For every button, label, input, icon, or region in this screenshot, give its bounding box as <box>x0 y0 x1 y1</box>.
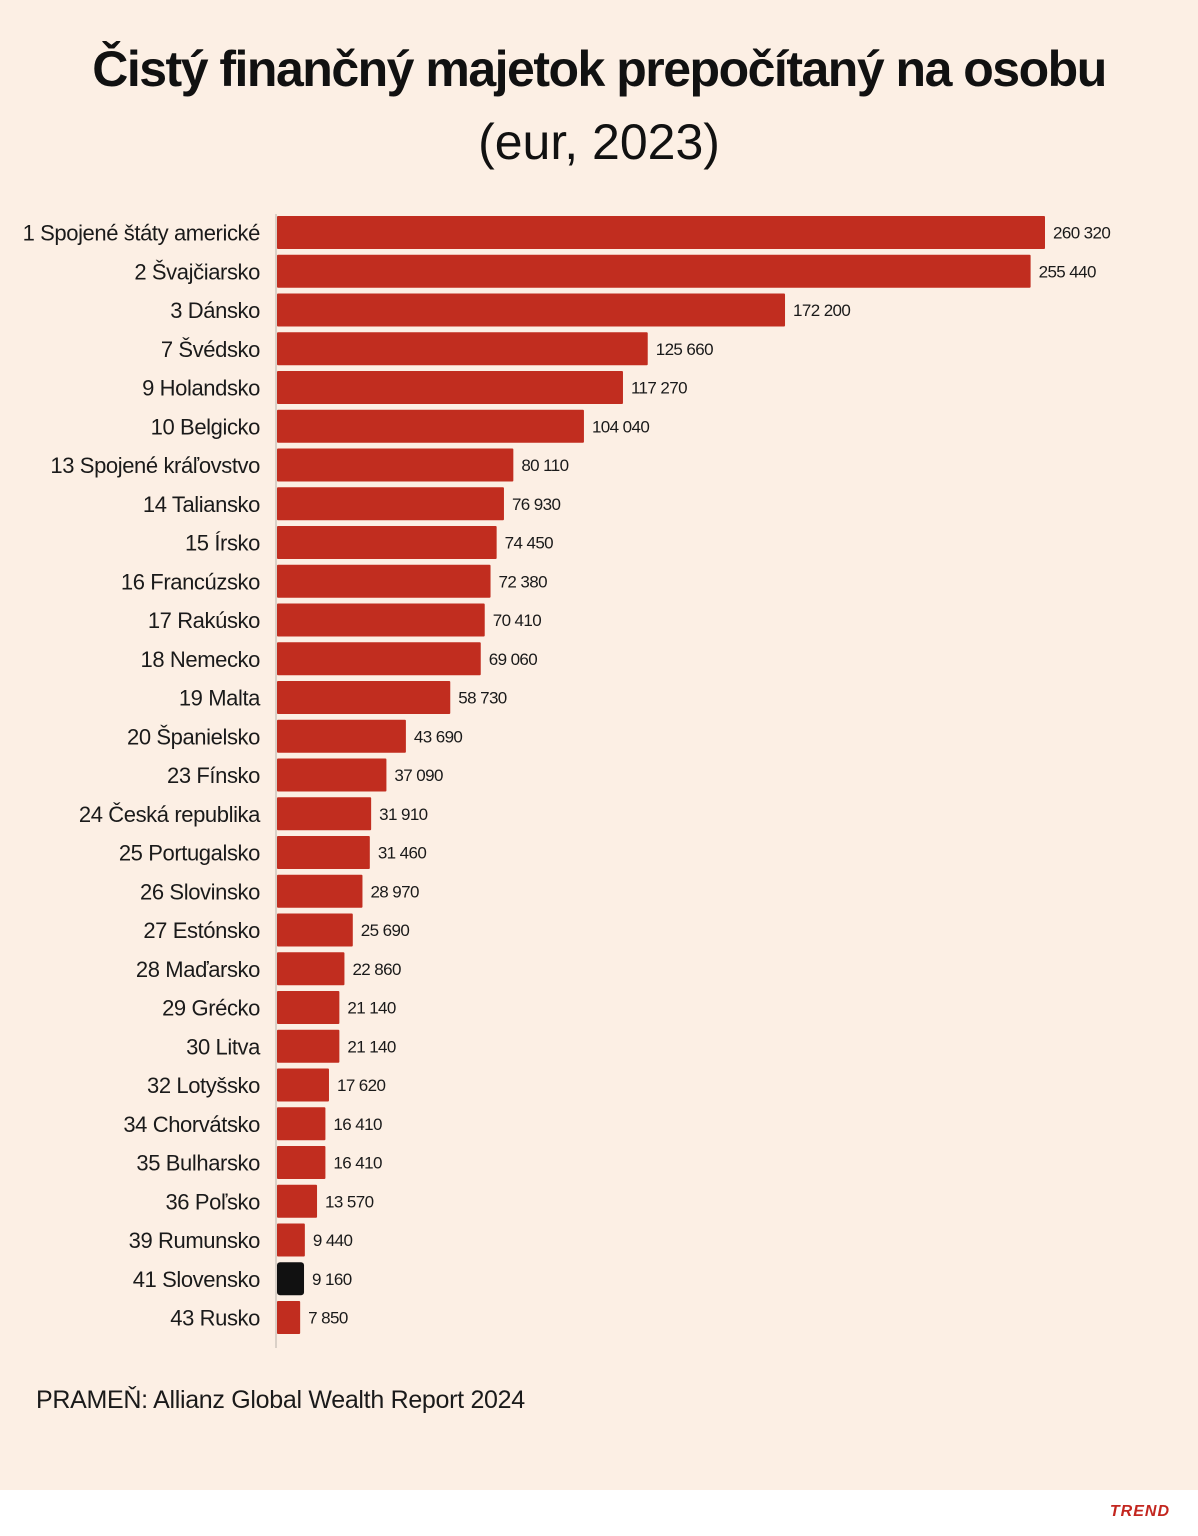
bar <box>277 1262 305 1296</box>
value-label: 58 730 <box>458 689 507 708</box>
bar <box>277 526 497 559</box>
value-label: 16 410 <box>333 1115 382 1134</box>
category-label: 23 Fínsko <box>167 763 260 788</box>
category-label: 24 Česká republika <box>79 802 261 827</box>
chart-title: Čistý finančný majetok prepočítaný na os… <box>92 41 1107 97</box>
value-label: 37 090 <box>394 766 443 785</box>
value-label: 260 320 <box>1053 224 1110 243</box>
bar <box>277 913 353 947</box>
value-label: 125 660 <box>656 340 713 359</box>
bar <box>277 603 485 637</box>
value-label: 31 910 <box>379 805 428 824</box>
value-label: 21 140 <box>347 1037 396 1056</box>
category-label: 2 Švajčiarsko <box>134 259 260 284</box>
category-label: 26 Slovinsko <box>140 879 260 904</box>
value-label: 31 460 <box>378 844 427 863</box>
category-label: 36 Poľsko <box>165 1189 260 1214</box>
category-label: 15 Írsko <box>185 531 260 556</box>
bar <box>277 1068 329 1102</box>
value-label: 72 380 <box>499 572 548 591</box>
bar <box>277 1146 326 1179</box>
value-label: 22 860 <box>352 960 401 979</box>
value-label: 80 110 <box>521 456 568 475</box>
category-label: 32 Lotyšsko <box>147 1073 260 1098</box>
category-label: 30 Litva <box>186 1034 261 1059</box>
category-label: 27 Estónsko <box>143 918 260 943</box>
category-label: 1 Spojené štáty americké <box>23 221 261 246</box>
category-label: 43 Rusko <box>170 1306 260 1331</box>
bar <box>277 681 451 714</box>
value-label: 21 140 <box>347 999 396 1018</box>
value-label: 28 970 <box>370 882 419 901</box>
bar <box>277 332 648 366</box>
value-label: 16 410 <box>333 1154 382 1173</box>
category-label: 17 Rakúsko <box>148 608 260 633</box>
value-label: 17 620 <box>337 1076 386 1095</box>
trend-logo: TREND <box>1109 1503 1170 1520</box>
category-label: 39 Rumunsko <box>129 1228 261 1253</box>
category-label: 10 Belgicko <box>151 414 261 439</box>
bar <box>277 293 786 327</box>
category-label: 7 Švédsko <box>161 337 260 362</box>
category-label: 35 Bulharsko <box>136 1151 260 1176</box>
category-label: 16 Francúzsko <box>121 569 260 594</box>
bar <box>277 254 1031 288</box>
bar <box>277 758 387 792</box>
category-label: 14 Taliansko <box>143 492 260 517</box>
value-label: 70 410 <box>493 611 542 630</box>
value-label: 172 200 <box>793 301 850 320</box>
bar <box>277 836 370 869</box>
category-label: 25 Portugalsko <box>119 841 260 866</box>
category-label: 29 Grécko <box>162 996 260 1021</box>
value-label: 104 040 <box>592 417 649 436</box>
bar <box>277 874 363 908</box>
value-label: 13 570 <box>325 1192 374 1211</box>
bar <box>277 719 406 753</box>
bar <box>277 1301 301 1334</box>
category-label: 28 Maďarsko <box>136 957 260 982</box>
bar <box>277 1184 318 1218</box>
chart-background: Čistý finančný majetok prepočítaný na os… <box>0 0 1198 1490</box>
category-label: 20 Španielsko <box>127 724 260 749</box>
bar <box>277 448 514 482</box>
bar <box>277 564 491 598</box>
value-label: 25 690 <box>361 921 410 940</box>
bar <box>277 1029 340 1063</box>
source-note: PRAMEŇ: Allianz Global Wealth Report 202… <box>36 1386 525 1414</box>
bar <box>277 371 623 404</box>
bar <box>277 1107 326 1141</box>
category-label: 41 Slovensko <box>133 1267 260 1292</box>
bar <box>277 991 340 1024</box>
category-label: 34 Chorvátsko <box>123 1112 260 1137</box>
value-label: 74 450 <box>505 534 554 553</box>
chart-subtitle: (eur, 2023) <box>478 114 720 170</box>
bar <box>277 952 345 986</box>
value-label: 7 850 <box>308 1309 348 1328</box>
value-label: 9 160 <box>312 1270 352 1289</box>
value-label: 69 060 <box>489 650 538 669</box>
bar <box>277 1223 305 1257</box>
bar <box>277 216 1045 249</box>
bar-chart: 1 Spojené štáty americké 260 320 2 Švajčia… <box>23 214 1111 1348</box>
category-label: 18 Nemecko <box>140 647 260 672</box>
bar <box>277 487 504 521</box>
bar <box>277 642 481 676</box>
value-label: 9 440 <box>313 1231 353 1250</box>
bar <box>277 409 584 443</box>
value-label: 76 930 <box>512 495 561 514</box>
value-label: 255 440 <box>1039 262 1096 281</box>
value-label: 43 690 <box>414 727 463 746</box>
value-label: 117 270 <box>631 379 687 398</box>
category-label: 9 Holandsko <box>142 376 260 401</box>
category-label: 13 Spojené kráľovstvo <box>50 453 260 478</box>
bar <box>277 797 372 831</box>
category-label: 19 Malta <box>179 686 261 711</box>
category-label: 3 Dánsko <box>170 298 260 323</box>
